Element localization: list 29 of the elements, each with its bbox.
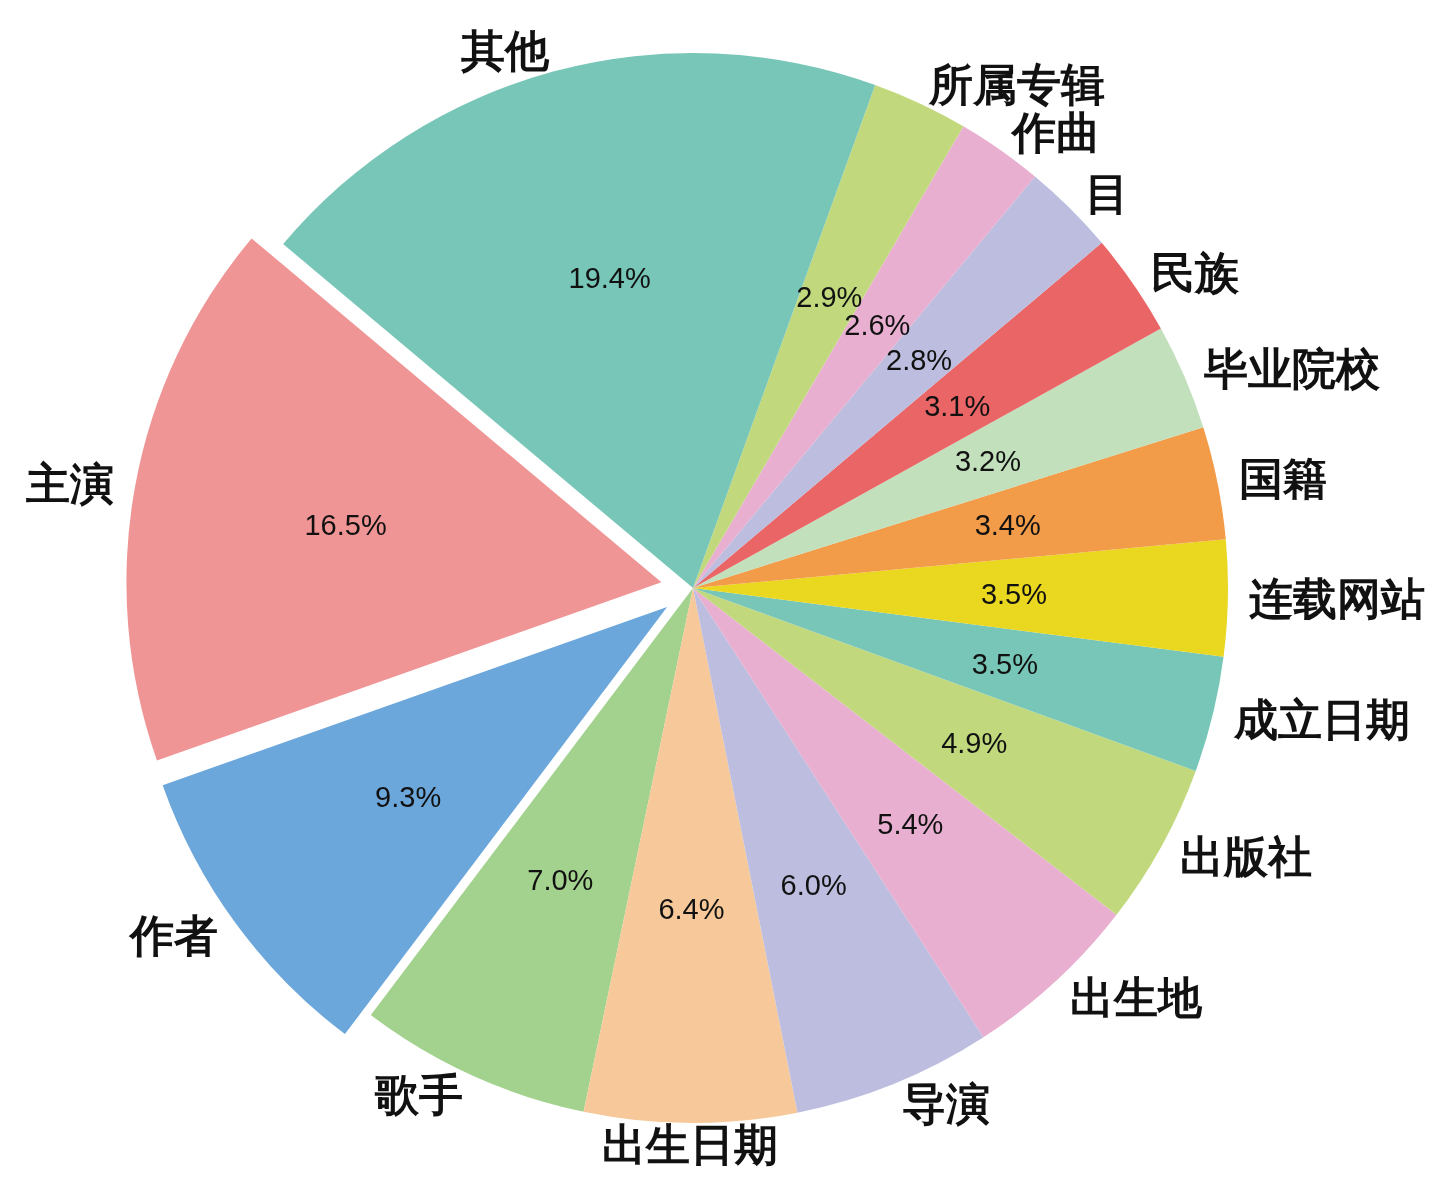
data-label: 3.5% bbox=[971, 647, 1038, 680]
slice-label: 成立日期 bbox=[1232, 694, 1410, 746]
data-label: 3.1% bbox=[924, 389, 991, 422]
data-label: 19.4% bbox=[568, 262, 651, 294]
slice-label: 出生地 bbox=[1069, 971, 1203, 1023]
data-label: 3.2% bbox=[954, 445, 1021, 478]
slice-label: 主演 bbox=[24, 457, 114, 509]
data-label: 4.9% bbox=[941, 726, 1008, 759]
slice-label: 目 bbox=[1084, 167, 1129, 219]
slice-label: 所属专辑 bbox=[928, 58, 1106, 110]
data-label: 7.0% bbox=[527, 864, 594, 897]
slice-label: 民族 bbox=[1151, 246, 1241, 298]
data-label: 3.5% bbox=[980, 578, 1047, 611]
slice-label: 歌手 bbox=[374, 1069, 464, 1121]
data-label: 9.3% bbox=[375, 780, 442, 813]
data-label: 5.4% bbox=[877, 808, 944, 841]
slice-label: 毕业院校 bbox=[1203, 342, 1382, 394]
slice-label: 导演 bbox=[902, 1078, 991, 1130]
slice-label: 其他 bbox=[459, 25, 550, 77]
data-label: 6.4% bbox=[658, 893, 725, 925]
data-label: 6.0% bbox=[780, 869, 847, 902]
slice-label: 作者 bbox=[128, 910, 219, 962]
slice-label: 国籍 bbox=[1238, 452, 1327, 504]
slice-label: 出生日期 bbox=[602, 1118, 779, 1170]
slice-label: 出版社 bbox=[1180, 830, 1313, 882]
data-label: 2.8% bbox=[886, 344, 953, 377]
data-label: 16.5% bbox=[304, 509, 387, 542]
data-label: 3.4% bbox=[974, 508, 1041, 541]
slice-label: 连载网站 bbox=[1249, 573, 1426, 624]
